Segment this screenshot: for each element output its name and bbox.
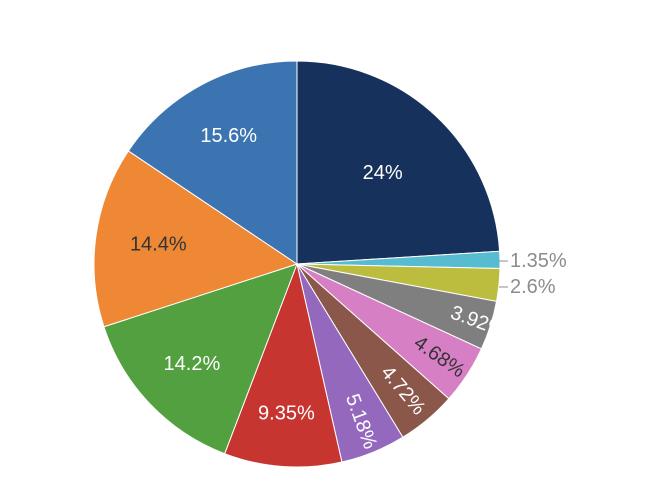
slice-label: 24% [363,162,403,184]
slice-label: 14.4% [130,234,187,256]
slice-label: 15.6% [200,125,257,147]
slice-label: 2.6% [510,276,556,298]
pie-slice [224,262,343,468]
pie-slice [127,60,298,265]
pie-slices [93,60,501,468]
slice-label: 9.35% [258,403,315,425]
pie-slice [93,150,299,328]
slice-label: 1.35% [510,250,567,272]
pie-slice [296,60,501,265]
slice-label: 14.2% [164,353,221,375]
